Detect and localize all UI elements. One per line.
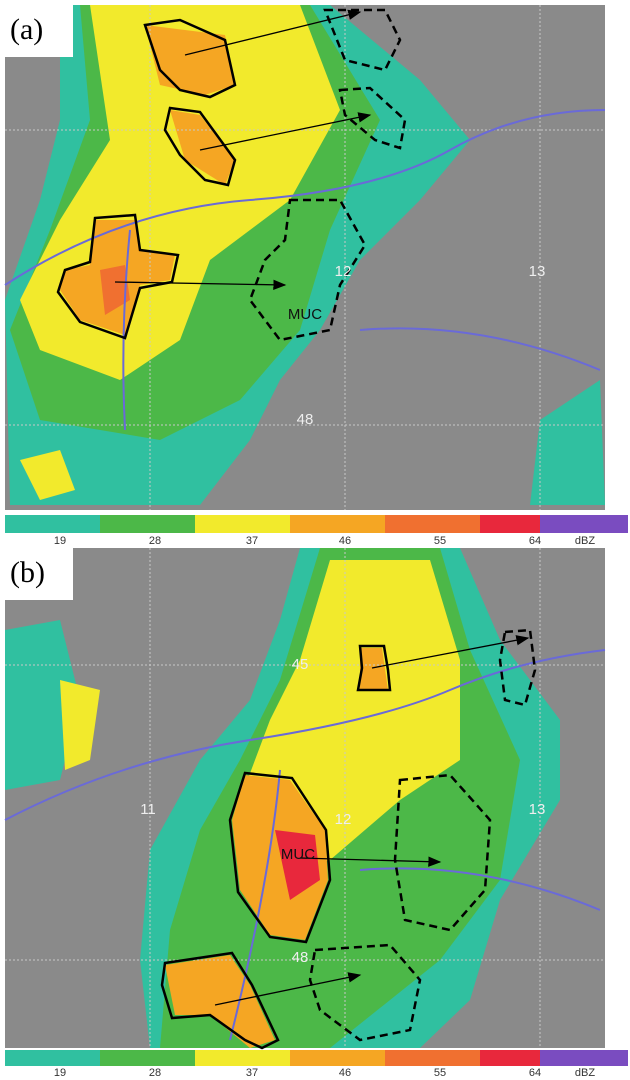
color-swatch	[100, 515, 195, 533]
color-swatch	[540, 1050, 628, 1066]
panel-a: (a) 12 13 48 MUC	[5, 5, 605, 510]
grid-label: 48	[292, 949, 309, 966]
color-swatch	[5, 515, 100, 533]
colorbar-tick: 46	[339, 1067, 351, 1079]
colorbar-unit: dBZ	[575, 535, 595, 547]
colorbar-unit: dBZ	[575, 1067, 595, 1079]
grid-label: 13	[529, 263, 546, 280]
colorbar-tick: 28	[149, 535, 161, 547]
color-swatch	[385, 1050, 480, 1066]
colorbar-tick: 55	[434, 1067, 446, 1079]
color-swatch	[540, 515, 628, 533]
grid-label: 11	[140, 801, 156, 818]
colorbar-tick: 64	[529, 1067, 541, 1079]
grid-label: 13	[529, 801, 546, 818]
panel-label: (a)	[10, 13, 43, 46]
grid-label: 45	[292, 656, 309, 673]
city-label: MUC	[281, 846, 315, 863]
color-swatch	[195, 1050, 290, 1066]
color-swatch	[385, 515, 480, 533]
colorbar-tick: 19	[54, 535, 66, 547]
color-swatch	[290, 515, 385, 533]
colorbar-tick: 28	[149, 1067, 161, 1079]
panel-b: (b) 45 11 12 13 MUC 48	[5, 548, 605, 1048]
panel-label: (b)	[10, 556, 45, 589]
city-label: MUC	[288, 306, 322, 323]
color-swatch	[480, 1050, 540, 1066]
colorbar-tick: 46	[339, 535, 351, 547]
colorbar: 19 28 37 46 55 64 dBZ	[5, 1050, 628, 1079]
colorbar: 19 28 37 46 55 64 dBZ	[5, 515, 628, 547]
grid-label: 12	[335, 263, 352, 280]
grid-label: 12	[335, 811, 352, 828]
color-swatch	[195, 515, 290, 533]
figure: (a) 12 13 48 MUC 19 28 37 46 55 64 dBZ	[0, 0, 630, 1080]
color-swatch	[5, 1050, 100, 1066]
color-swatch	[290, 1050, 385, 1066]
color-swatch	[480, 515, 540, 533]
colorbar-tick: 19	[54, 1067, 66, 1079]
grid-label: 48	[297, 411, 314, 428]
color-swatch	[100, 1050, 195, 1066]
colorbar-tick: 37	[246, 535, 258, 547]
colorbar-tick: 37	[246, 1067, 258, 1079]
colorbar-tick: 55	[434, 535, 446, 547]
colorbar-tick: 64	[529, 535, 541, 547]
